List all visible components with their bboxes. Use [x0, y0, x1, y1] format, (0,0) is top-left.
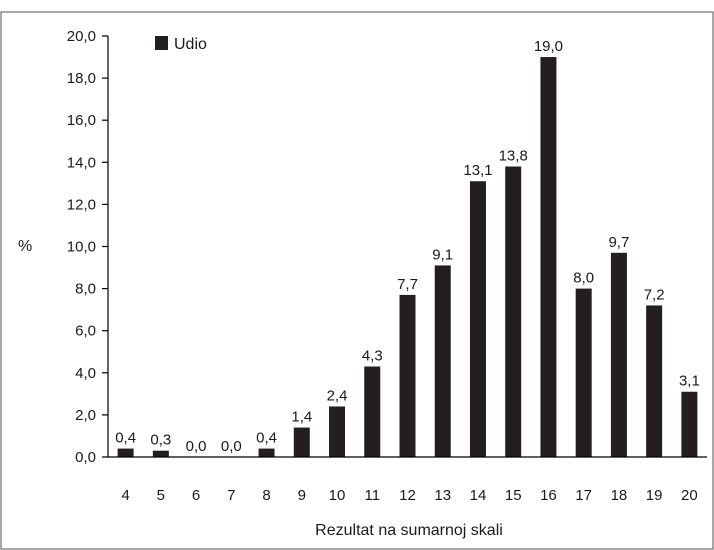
bar-20	[681, 391, 698, 457]
x-tick-label-17: 17	[575, 487, 592, 504]
x-tick-label-7: 7	[227, 487, 235, 504]
data-label-13: 9,1	[432, 246, 453, 263]
data-label-6: 0,0	[186, 438, 207, 455]
bar-11	[364, 366, 381, 457]
legend: Udio	[155, 36, 207, 53]
bar-9	[293, 427, 310, 457]
data-label-17: 8,0	[573, 270, 594, 287]
y-tick-label: 8,0	[75, 281, 96, 298]
data-label-10: 2,4	[327, 387, 348, 404]
bar-19	[646, 305, 663, 457]
bar-13	[434, 265, 451, 457]
x-axis-label: Rezultat na sumarnoj skali	[315, 522, 503, 539]
data-label-8: 0,4	[256, 430, 277, 447]
bar-16	[540, 57, 557, 458]
x-tick-label-11: 11	[364, 487, 380, 504]
y-tick-label: 0,0	[75, 449, 96, 466]
chart-frame	[0, 11, 714, 550]
data-label-19: 7,2	[644, 286, 665, 303]
x-tick-label-6: 6	[192, 487, 200, 504]
data-label-9: 1,4	[291, 409, 312, 426]
y-tick-label: 14,0	[67, 154, 96, 171]
x-tick-label-15: 15	[505, 487, 522, 504]
bar-15	[505, 166, 522, 457]
y-tick-label: 20,0	[67, 28, 96, 45]
legend-swatch	[155, 36, 168, 50]
bar-17	[575, 288, 592, 457]
x-tick-label-12: 12	[399, 487, 416, 504]
data-label-11: 4,3	[362, 347, 383, 364]
y-axis-label: %	[18, 238, 32, 255]
x-tick-label-5: 5	[157, 487, 165, 504]
x-tick-label-20: 20	[681, 487, 698, 504]
data-label-4: 0,4	[115, 430, 136, 447]
y-tick-label: 16,0	[67, 112, 96, 129]
data-label-15: 13,8	[499, 148, 528, 165]
x-tick-label-16: 16	[540, 487, 557, 504]
y-axis-ticks: 0,0 2,0 4,0 6,0 8,0 10,0 12,0 14,0 16,0 18,0 20,0	[67, 28, 108, 466]
x-tick-label-19: 19	[646, 487, 663, 504]
bar-5	[152, 450, 169, 457]
x-tick-label-9: 9	[298, 487, 306, 504]
x-axis-ticks: 4 5 6 7 8 9 10 11 12 13 14 15 16 17 18 19 20	[121, 487, 697, 504]
data-labels: 0,4 0,3 0,0 0,0 0,4 1,4 2,4 4,3 7,7 9,1 13,1 13,8 19…	[115, 38, 700, 455]
data-label-7: 0,0	[221, 438, 242, 455]
bars	[117, 57, 698, 458]
x-tick-label-4: 4	[121, 487, 129, 504]
y-tick-label: 18,0	[67, 70, 96, 87]
y-tick-label: 12,0	[67, 196, 96, 213]
bar-8	[258, 448, 275, 457]
data-label-5: 0,3	[150, 432, 171, 449]
data-label-16: 19,0	[534, 38, 563, 55]
y-tick-label: 2,0	[75, 407, 96, 424]
bar-12	[399, 294, 416, 457]
data-label-18: 9,7	[608, 234, 629, 251]
y-tick-label: 10,0	[67, 239, 96, 256]
legend-label-udio: Udio	[174, 36, 207, 53]
x-tick-label-13: 13	[434, 487, 451, 504]
x-tick-label-10: 10	[329, 487, 346, 504]
bar-4	[117, 448, 134, 457]
data-label-12: 7,7	[397, 276, 418, 293]
x-tick-label-18: 18	[611, 487, 628, 504]
bar-14	[469, 181, 486, 457]
bar-10	[329, 406, 346, 457]
data-label-14: 13,1	[463, 162, 492, 179]
x-tick-label-8: 8	[262, 487, 270, 504]
x-tick-label-14: 14	[470, 487, 487, 504]
data-label-20: 3,1	[679, 373, 700, 390]
y-tick-label: 6,0	[75, 323, 96, 340]
y-tick-label: 4,0	[75, 365, 96, 382]
bar-18	[610, 252, 627, 457]
